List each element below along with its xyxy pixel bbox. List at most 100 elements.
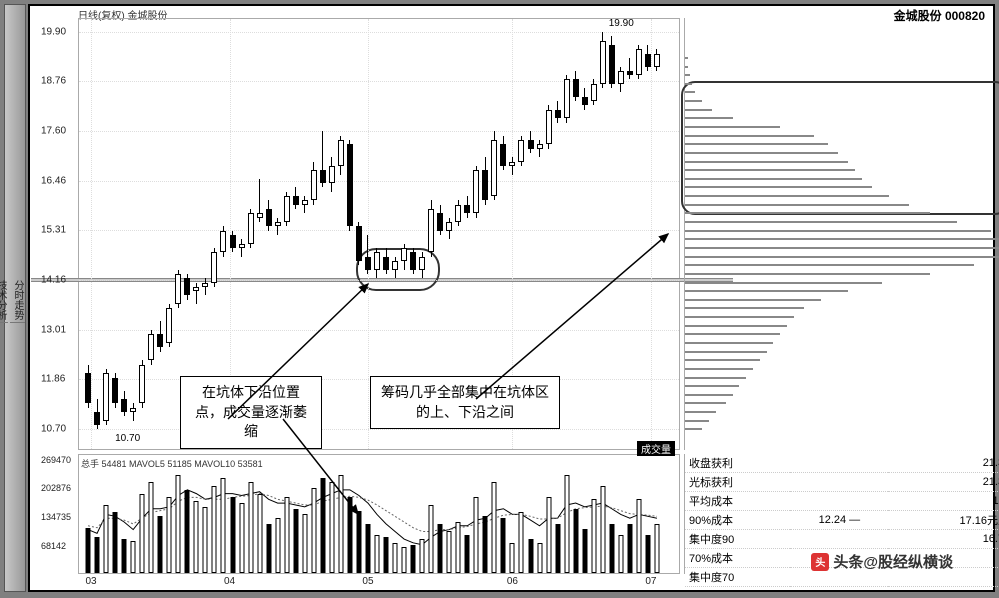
chip-bar xyxy=(685,66,688,68)
volume-bar xyxy=(185,490,190,573)
volume-bar xyxy=(122,539,127,573)
chip-bar xyxy=(685,359,760,361)
volume-bar xyxy=(284,497,289,573)
chip-bar xyxy=(685,178,862,180)
chip-bar xyxy=(685,394,733,396)
volume-bar xyxy=(438,524,443,573)
x-axis-tick: 06 xyxy=(507,576,518,587)
y-axis-tick: 15.31 xyxy=(41,225,66,236)
volume-bar xyxy=(510,543,515,573)
y-axis-tick: 19.90 xyxy=(41,26,66,37)
volume-bar xyxy=(609,524,614,573)
volume-bar xyxy=(564,475,569,573)
chip-bar xyxy=(685,316,794,318)
volume-bar xyxy=(519,512,524,573)
volume-y-tick: 68142 xyxy=(41,541,66,551)
volume-bar xyxy=(374,535,379,573)
chip-bar xyxy=(685,169,855,171)
volume-bar xyxy=(537,543,542,573)
sidebar-tab[interactable]: 分时走势 xyxy=(10,278,25,323)
annotation-chip-concentration: 筹码几乎全部集中在坑体区的上、下沿之间 xyxy=(370,376,560,429)
volume-bar xyxy=(86,528,91,573)
volume-bar xyxy=(618,535,623,573)
volume-bar xyxy=(365,524,370,573)
chip-bar xyxy=(685,238,999,240)
chip-bar xyxy=(685,74,690,76)
volume-bar xyxy=(591,499,596,573)
volume-bar xyxy=(636,499,641,573)
chip-bar xyxy=(685,204,909,206)
chip-bar xyxy=(685,91,695,93)
volume-bar xyxy=(582,529,587,573)
volume-bar xyxy=(149,482,154,573)
chip-bar xyxy=(685,143,828,145)
price-label: 10.70 xyxy=(115,433,140,444)
volume-bar xyxy=(501,518,506,573)
y-axis-tick: 13.01 xyxy=(41,324,66,335)
volume-bar xyxy=(338,475,343,573)
volume-tag: 成交量 xyxy=(637,441,675,456)
watermark-icon: 头 xyxy=(811,553,829,571)
chip-bar xyxy=(685,385,739,387)
chip-bar xyxy=(685,186,872,188)
volume-bar xyxy=(239,503,244,573)
chip-distribution[interactable] xyxy=(684,18,999,450)
volume-bar xyxy=(384,537,389,573)
chip-bar xyxy=(685,333,780,335)
y-axis-tick: 18.76 xyxy=(41,76,66,87)
main-frame: 日线(复权) 金城股份 金城股份 000820 10.7011.8613.011… xyxy=(28,4,995,592)
volume-bar xyxy=(483,516,488,573)
chip-bar xyxy=(685,264,974,266)
x-axis-tick: 05 xyxy=(362,576,373,587)
volume-bar xyxy=(194,501,199,573)
chip-bar xyxy=(685,307,804,309)
chip-bar xyxy=(685,290,848,292)
volume-bar xyxy=(429,505,434,573)
x-axis-tick: 07 xyxy=(645,576,656,587)
volume-bar xyxy=(645,535,650,573)
volume-bar xyxy=(573,509,578,573)
x-axis-tick: 04 xyxy=(224,576,235,587)
volume-bar xyxy=(347,497,352,573)
volume-bar xyxy=(230,497,235,573)
volume-bar xyxy=(420,539,425,573)
chip-bar xyxy=(685,325,787,327)
price-label: 19.90 xyxy=(609,18,634,29)
volume-bar xyxy=(528,539,533,573)
chip-bar xyxy=(685,368,753,370)
volume-y-tick: 269470 xyxy=(41,455,71,465)
volume-bar xyxy=(546,497,551,573)
volume-bar xyxy=(555,524,560,573)
volume-bar xyxy=(302,514,307,573)
chip-bar xyxy=(685,351,767,353)
volume-bar xyxy=(311,488,316,573)
volume-bar xyxy=(212,486,217,573)
chip-stat-row: 平均成本15.18 xyxy=(685,492,999,511)
volume-bar xyxy=(320,478,325,573)
y-axis-tick: 17.60 xyxy=(41,126,66,137)
chip-bar xyxy=(685,230,991,232)
volume-bar xyxy=(465,535,470,573)
volume-bar xyxy=(95,537,100,573)
chip-bar xyxy=(685,152,838,154)
watermark-text: 头条@股经纵横谈 xyxy=(833,551,953,572)
volume-chart[interactable]: 总手 54481 MAVOL5 51185 MAVOL10 53581 成交量 … xyxy=(78,454,680,574)
volume-bar xyxy=(113,512,118,573)
volume-bar xyxy=(131,541,136,573)
volume-bar xyxy=(654,524,659,573)
volume-bar xyxy=(176,475,181,573)
chip-bar xyxy=(685,420,709,422)
chip-bar xyxy=(685,57,688,59)
chip-bar xyxy=(685,299,821,301)
volume-bar xyxy=(266,524,271,573)
volume-bar xyxy=(393,543,398,573)
sidebar-tab[interactable]: 技术分析 xyxy=(0,278,8,323)
chip-bar xyxy=(685,282,882,284)
chip-bar xyxy=(685,402,726,404)
sidebar-tabs[interactable]: 分时走势技术分析公司资讯自选股板块排名更多 xyxy=(4,4,26,592)
chip-stat-row: 集中度9016.73% xyxy=(685,530,999,549)
chip-bar xyxy=(685,117,733,119)
volume-bar xyxy=(167,497,172,573)
chip-bar xyxy=(685,83,692,85)
chip-bar xyxy=(685,109,712,111)
